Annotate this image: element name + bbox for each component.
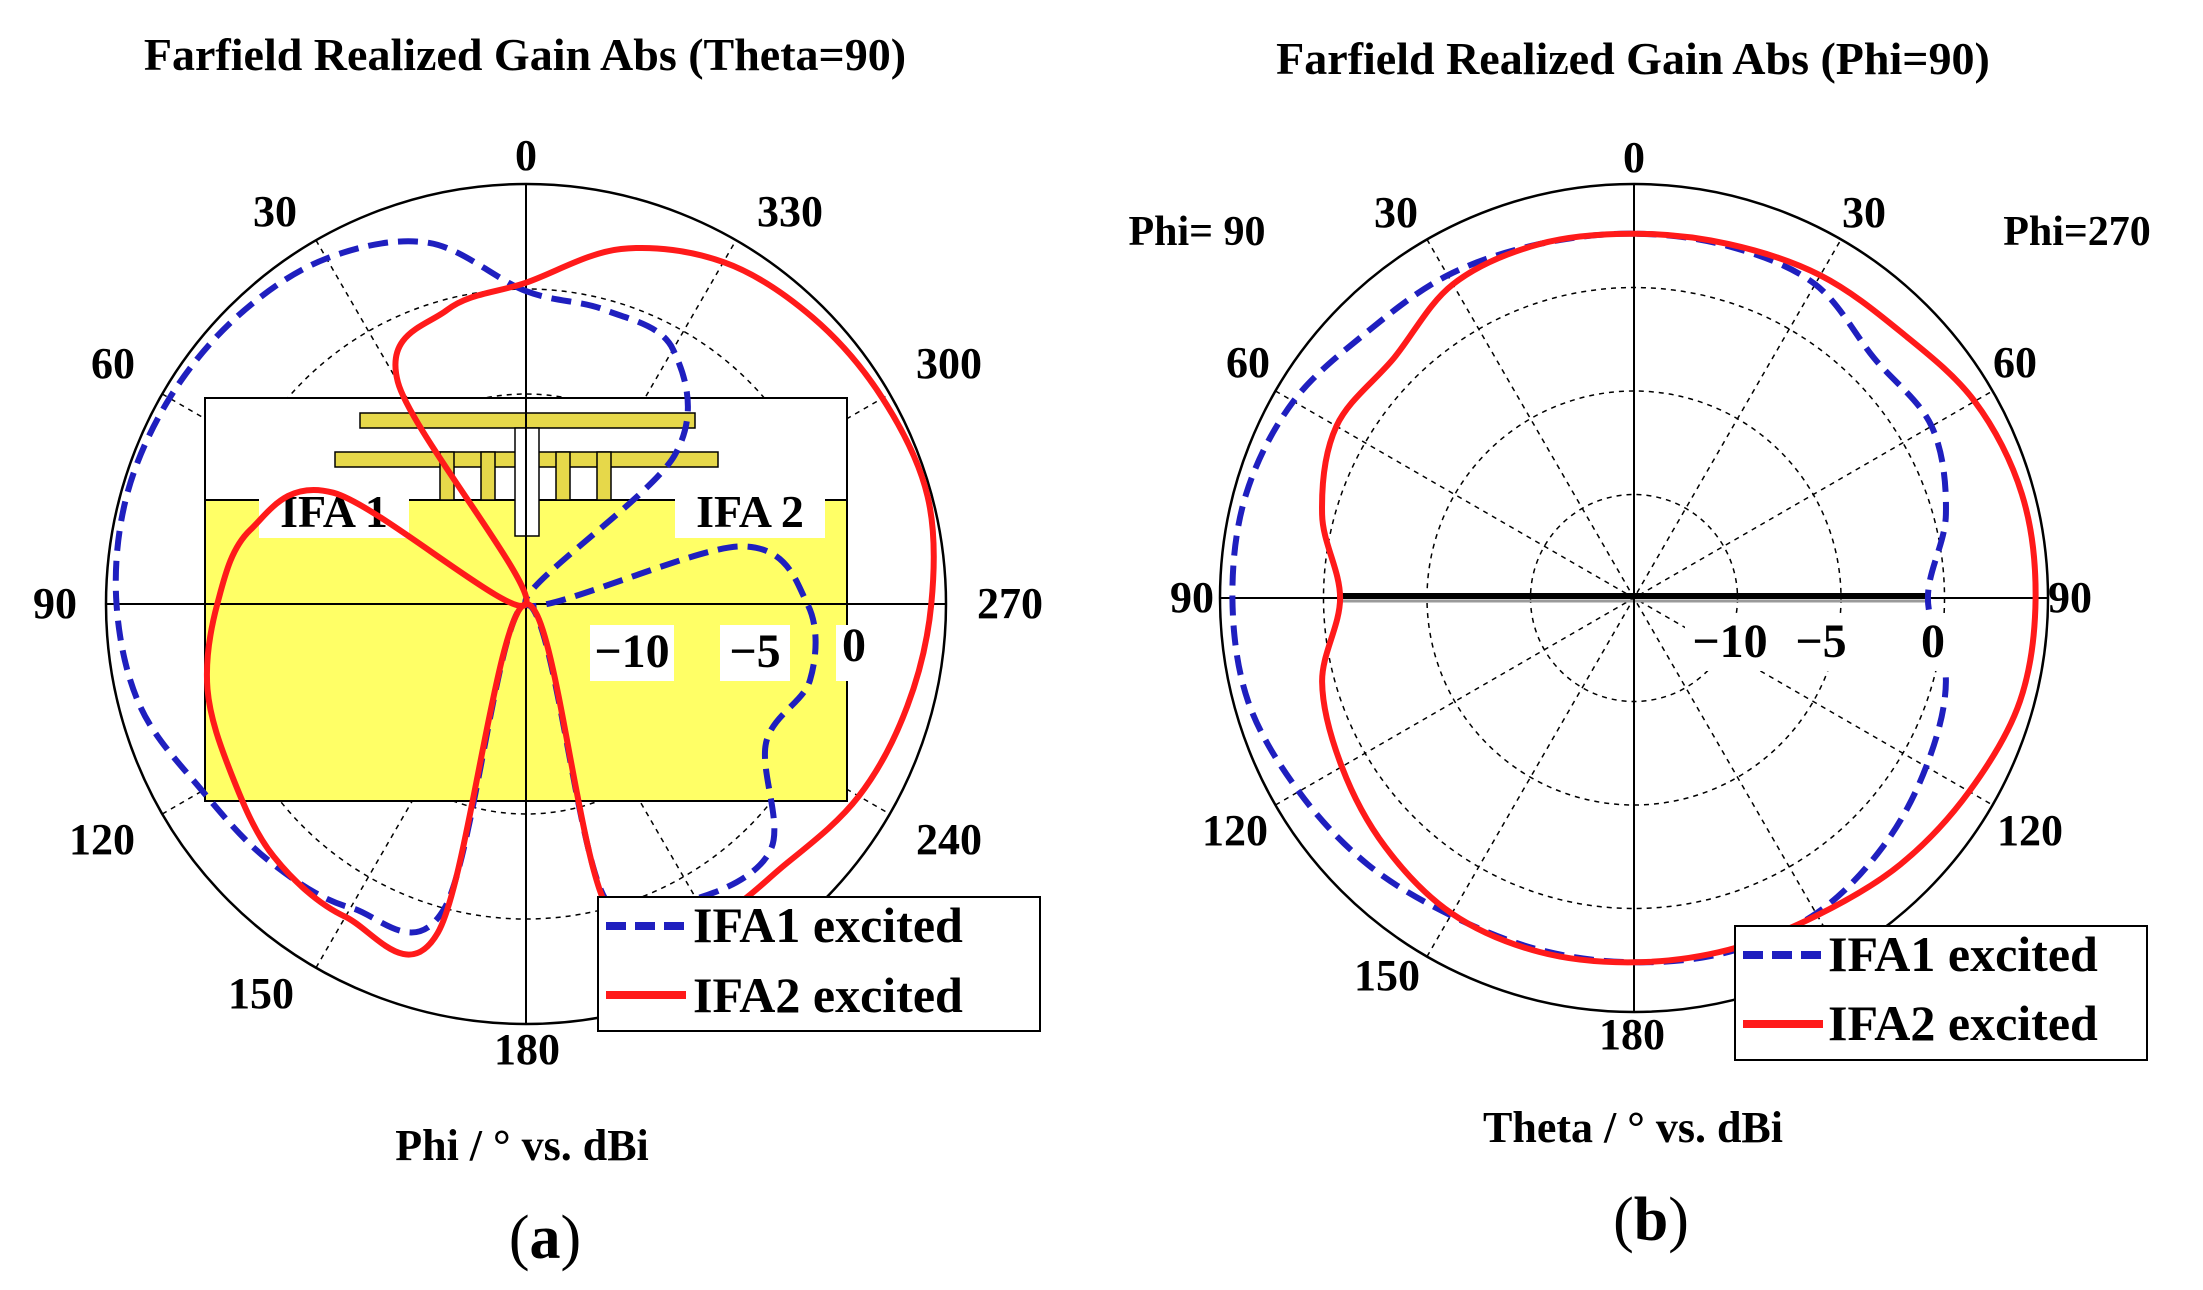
b-angle-30-left: 30 (1374, 188, 1418, 237)
b-side-label-phi270: Phi=270 (2003, 209, 2151, 255)
panel-b-caption: (b) (1613, 1186, 1689, 1254)
a-angle-30: 30 (253, 187, 297, 236)
a-series-ifa2 (203, 244, 937, 958)
panel-a-xlabel: Phi / ° vs. dBi (395, 1121, 649, 1170)
a-angle-120: 120 (69, 815, 135, 864)
panel-a-legend: IFA1 excited IFA2 excited (597, 896, 1041, 1032)
b-rtick-bg-2 (1784, 615, 1858, 671)
b-angle-90-right: 90 (2048, 573, 2092, 622)
ifa2-label: IFA 2 (696, 486, 804, 537)
b-angle-120-right: 120 (1997, 806, 2063, 855)
b-angle-120-left: 120 (1202, 806, 1268, 855)
b-series-ifa2 (1319, 230, 2039, 966)
a-angle-60: 60 (91, 339, 135, 388)
b-rtick-minus5: −5 (1795, 615, 1846, 668)
a-angle-240: 240 (916, 815, 982, 864)
b-angle-30-right: 30 (1842, 188, 1886, 237)
b-angle-150-left: 150 (1354, 951, 1420, 1000)
b-legend-label-ifa1: IFA1 excited (1828, 926, 2098, 982)
a-angle-300: 300 (916, 339, 982, 388)
b-side-label-phi90: Phi= 90 (1128, 209, 1265, 255)
a-rtick-bg-3 (836, 625, 872, 681)
b-rtick-bg-1 (1685, 615, 1775, 671)
panel-a-caption: (a) (509, 1204, 581, 1272)
a-legend-label-ifa2: IFA2 excited (693, 967, 963, 1023)
a-angle-180: 180 (494, 1025, 560, 1074)
panel-b-legend: IFA1 excited IFA2 excited (1734, 925, 2148, 1061)
ifa1-feed-stub (480, 451, 496, 501)
b-angle-60-left: 60 (1226, 338, 1270, 387)
b-angle-180: 180 (1599, 1010, 1665, 1059)
b-rtick-0: 0 (1921, 615, 1945, 668)
panel-b-title: Farfield Realized Gain Abs (Phi=90) (1276, 33, 1990, 84)
panel-b-series (1229, 230, 2039, 966)
b-angle-90-left: 90 (1170, 573, 1214, 622)
a-rtick-minus10: −10 (594, 625, 669, 678)
a-rtick-minus5: −5 (729, 625, 780, 678)
panel-b-axes (1218, 182, 2050, 1014)
b-outer-ring (1218, 182, 2050, 1014)
a-angle-150: 150 (228, 969, 294, 1018)
b-angle-60-right: 60 (1993, 338, 2037, 387)
a-legend-box (597, 896, 1041, 1032)
panel-b-xlabel: Theta / ° vs. dBi (1483, 1103, 1783, 1152)
b-legend-box (1734, 925, 2148, 1061)
a-outer-ring (104, 182, 948, 1026)
a-angle-270: 270 (977, 579, 1043, 628)
ifa2-label-bg (675, 482, 825, 538)
ifa2-short-stub (596, 451, 612, 501)
a-rtick-bg-1 (590, 625, 674, 681)
b-legend-label-ifa2: IFA2 excited (1828, 995, 2098, 1051)
panel-a: Farfield Realized Gain Abs (Theta=90) IF… (33, 29, 1043, 1272)
a-angle-330: 330 (757, 187, 823, 236)
b-rtick-minus10: −10 (1692, 615, 1767, 668)
ifa2-feed-stub (555, 451, 571, 501)
b-angle-0: 0 (1623, 133, 1645, 182)
a-angle-90: 90 (33, 579, 77, 628)
panel-a-title: Farfield Realized Gain Abs (Theta=90) (144, 29, 906, 80)
a-angle-0: 0 (515, 131, 537, 180)
panel-a-series (112, 238, 937, 958)
a-rtick-0: 0 (842, 619, 866, 672)
a-rtick-bg-2 (720, 625, 790, 681)
a-legend-label-ifa1: IFA1 excited (693, 897, 963, 953)
b-rtick-bg-3 (1915, 615, 1951, 671)
panel-b: Farfield Realized Gain Abs (Phi=90) Phi=… (1128, 33, 2150, 1254)
